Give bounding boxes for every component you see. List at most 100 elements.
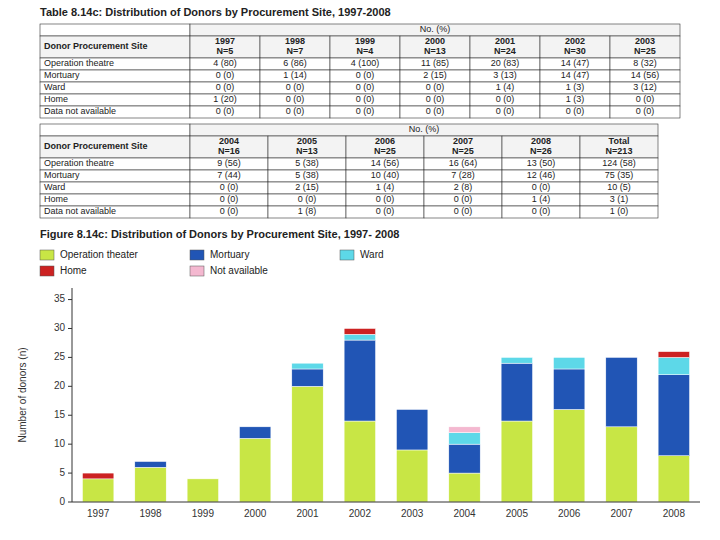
table-cell [580, 206, 658, 218]
table-cell-text: Mortuary [44, 170, 80, 180]
bar-segment [396, 409, 427, 410]
table-cell-text: 0 (0) [298, 194, 317, 204]
table-cell [40, 106, 190, 118]
table-cell [540, 106, 610, 118]
bar-segment [135, 461, 166, 462]
table-cell-text: 0 (0) [454, 194, 473, 204]
table-cell-text: 12 (46) [527, 170, 556, 180]
bar-segment [82, 479, 113, 502]
legend-swatch [190, 250, 204, 260]
table-cell-text: 6 (86) [283, 58, 307, 68]
table-cell-text: 14 (56) [631, 70, 660, 80]
table-cell [190, 206, 268, 218]
table-cell [610, 106, 680, 118]
bar-segment [501, 421, 532, 502]
table-cell [330, 106, 400, 118]
x-tick-label: 1997 [87, 508, 110, 519]
x-tick-label: 2005 [506, 508, 529, 519]
bar-segment [292, 369, 323, 386]
table-cell [400, 94, 470, 106]
y-tick-label: 5 [59, 467, 65, 478]
bar-segment [553, 409, 584, 502]
table-cell [346, 206, 424, 218]
y-tick-label: 20 [54, 380, 66, 391]
table-cell-text: 0 (0) [376, 206, 395, 216]
table-cell-text: Mortuary [44, 70, 80, 80]
bar-segment [606, 357, 637, 358]
y-tick [68, 299, 72, 300]
table-header-line: N=213 [606, 146, 633, 156]
table-cell [268, 182, 346, 194]
table-cell [424, 158, 502, 170]
table-cell [540, 58, 610, 70]
bar-segment [187, 478, 218, 479]
y-tick [68, 444, 72, 445]
legend-label: Operation theater [60, 249, 138, 260]
table-cell [610, 36, 680, 58]
bar-segment [449, 444, 480, 473]
y-tick-label: 0 [59, 496, 65, 507]
y-tick-label: 15 [54, 409, 66, 420]
table-cell [330, 70, 400, 82]
table-header-line: N=25 [452, 146, 474, 156]
table-cell [260, 106, 330, 118]
table-cell-text: 0 (0) [220, 206, 239, 216]
table: No. (%)Donor Procurement Site1997N=51998… [40, 24, 680, 118]
table-cell-text: 1 (8) [298, 206, 317, 216]
table-cell-text: 3 (1) [610, 194, 629, 204]
y-tick [68, 386, 72, 387]
table-cell [190, 24, 680, 36]
table-cell [610, 70, 680, 82]
bar-segment [187, 479, 218, 502]
y-tick-label: 30 [54, 322, 66, 333]
table-cell-text: 10 (5) [607, 182, 631, 192]
table-column-header: 2001N=24 [494, 37, 516, 56]
bar-segment [606, 357, 637, 426]
table-cell-text: Operation theatre [44, 158, 114, 168]
table-cell-text: 4 (80) [213, 58, 237, 68]
table-cell [580, 170, 658, 182]
bar-segment [344, 334, 375, 340]
table-cell [400, 36, 470, 58]
table-cell-text: 1 (3) [566, 82, 585, 92]
bar-segment [449, 427, 480, 433]
table-cell [190, 82, 260, 94]
legend-swatch [340, 250, 354, 260]
table-cell [190, 106, 260, 118]
x-tick-label: 2006 [558, 508, 581, 519]
table-cell-text: 2 (15) [295, 182, 319, 192]
table-cell [470, 36, 540, 58]
bar-segment [606, 427, 637, 502]
table-cell [330, 58, 400, 70]
table-cell [268, 158, 346, 170]
table-cell [40, 24, 190, 36]
y-tick [68, 502, 72, 503]
table-cell [502, 170, 580, 182]
table-cell [424, 170, 502, 182]
table-cell [190, 182, 268, 194]
page: Table 8.14c: Distribution of Donors by P… [0, 0, 720, 540]
table-cell-text: 1 (4) [376, 182, 395, 192]
table-cell [40, 70, 190, 82]
table-cell-text: 0 (0) [496, 94, 515, 104]
table-column-header: 1997N=5 [215, 37, 235, 56]
table: No. (%)Donor Procurement Site2004N=16200… [40, 124, 658, 218]
table-cell-text: 0 (0) [216, 70, 235, 80]
table-cell [40, 124, 190, 136]
table-cell-text: 7 (28) [451, 170, 475, 180]
bar-segment [82, 473, 113, 479]
table-cell [502, 194, 580, 206]
table-cell-text: 0 (0) [220, 194, 239, 204]
legend-swatch [40, 266, 54, 276]
bar-segment [292, 363, 323, 364]
table-cell [610, 94, 680, 106]
table-cell [268, 206, 346, 218]
table-cell [424, 194, 502, 206]
bar-segment [187, 478, 218, 479]
table-cell [190, 58, 260, 70]
table-cell-text: 0 (0) [426, 82, 445, 92]
table-cell [40, 58, 190, 70]
table-cell-text: Home [44, 194, 68, 204]
table-cell-text: 13 (50) [527, 158, 556, 168]
x-tick-label: 2004 [453, 508, 476, 519]
